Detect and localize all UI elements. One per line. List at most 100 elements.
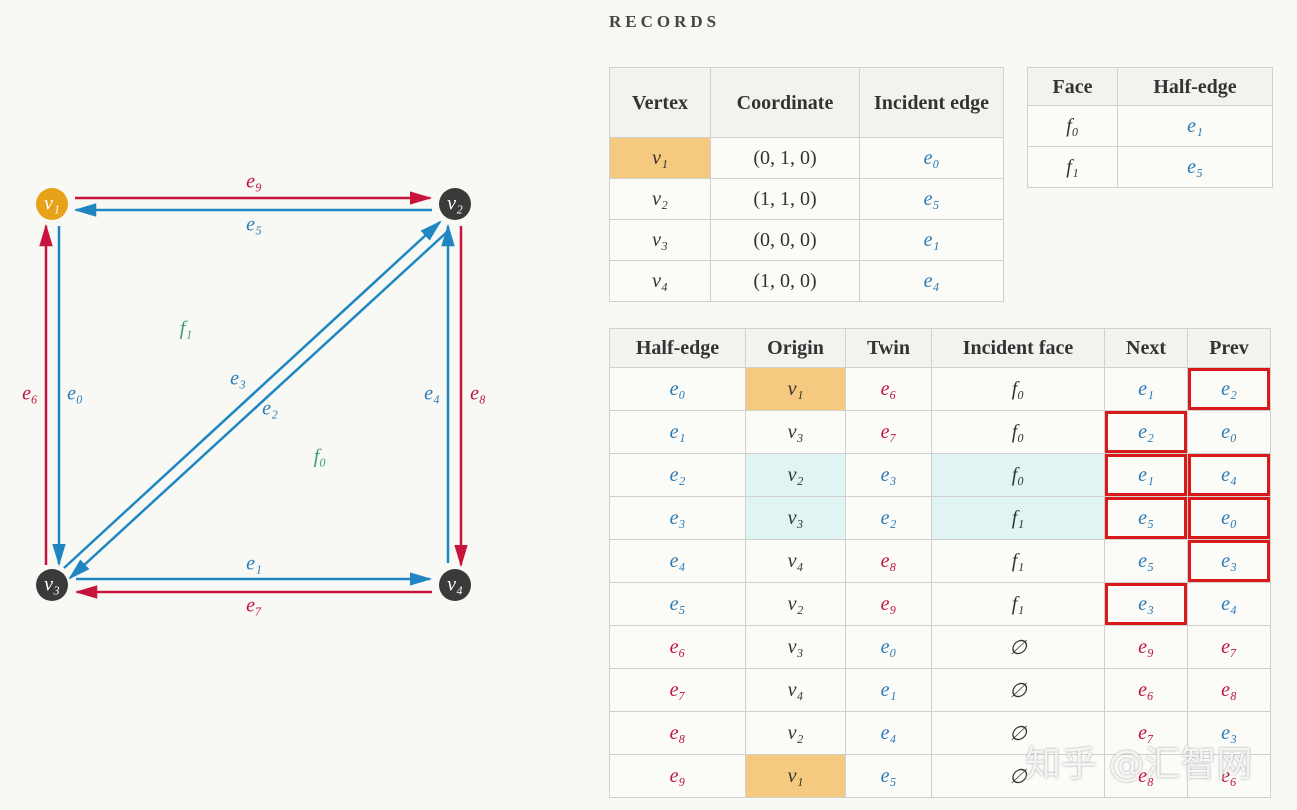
cell: (1, 0, 0) [710, 260, 860, 302]
edge-label: e₇ [246, 595, 262, 617]
cell: e₃ [1187, 711, 1271, 755]
vertex-table: Vertex Coordinate Incident edge v₁ (0, 1, 0)… [609, 67, 1004, 302]
vertex [36, 569, 68, 601]
header-cell: Next [1104, 328, 1188, 368]
cell: e₆ [1187, 754, 1271, 798]
cell: e₅ [1104, 539, 1188, 583]
header-cell: Origin [745, 328, 846, 368]
face-table: Face Half-edge f₀ e₁ f₁ e₅ [1027, 67, 1273, 188]
cell: v₃ [745, 496, 846, 540]
cell: e₈ [845, 539, 932, 583]
cell: e₆ [1104, 668, 1188, 712]
cell: e₄ [845, 711, 932, 755]
cell: v₃ [745, 410, 846, 454]
edge-label: e₂ [262, 398, 278, 420]
edge-label: e₆ [22, 383, 38, 405]
cell: e₂ [1104, 410, 1188, 454]
cell: e₃ [1187, 539, 1271, 583]
cell: e₃ [609, 496, 746, 540]
cell: e₁ [609, 410, 746, 454]
cell: e₆ [845, 367, 932, 411]
cell: e₀ [609, 367, 746, 411]
cell: v₂ [745, 453, 846, 497]
cell: v₁ [609, 137, 711, 179]
cell: e₁ [1104, 453, 1188, 497]
cell: f₀ [931, 410, 1105, 454]
cell: e₇ [1187, 625, 1271, 669]
records-title: RECORDS [609, 12, 721, 31]
cell: v₄ [745, 668, 846, 712]
cell: ∅ [931, 668, 1105, 712]
cell: e₈ [1187, 668, 1271, 712]
cell: e₀ [1187, 410, 1271, 454]
header-cell: Vertex [609, 67, 711, 138]
cell: e₉ [845, 582, 932, 626]
cell: (0, 1, 0) [710, 137, 860, 179]
cell: e₅ [859, 178, 1004, 220]
edge-label: e₈ [470, 383, 486, 405]
cell: e₄ [609, 539, 746, 583]
cell: f₁ [931, 496, 1105, 540]
cell: e₅ [1104, 496, 1188, 540]
vertex [36, 188, 68, 220]
cell: e₁ [845, 668, 932, 712]
cell: e₉ [609, 754, 746, 798]
header-cell: Incident edge [859, 67, 1004, 138]
cell: e₇ [609, 668, 746, 712]
cell: e₆ [609, 625, 746, 669]
cell: e₇ [845, 410, 932, 454]
cell: e₁ [859, 219, 1004, 261]
cell: e₅ [609, 582, 746, 626]
vertex [439, 188, 471, 220]
cell: f₀ [931, 367, 1105, 411]
cell: e₄ [859, 260, 1004, 302]
edge-label: e₃ [230, 368, 246, 390]
cell: v₄ [745, 539, 846, 583]
cell: e₄ [1187, 453, 1271, 497]
cell: e₁ [1104, 367, 1188, 411]
cell: e₀ [845, 625, 932, 669]
cell: e₃ [1104, 582, 1188, 626]
header-cell: Half-edge [609, 328, 746, 368]
header-cell: Half-edge [1117, 67, 1273, 106]
header-cell: Coordinate [710, 67, 860, 138]
cell: e₂ [609, 453, 746, 497]
cell: ∅ [931, 754, 1105, 798]
face-label: f₀ [314, 446, 327, 468]
cell: f₁ [931, 539, 1105, 583]
header-cell: Face [1027, 67, 1118, 106]
cell: e₅ [845, 754, 932, 798]
edge-label: e₀ [67, 383, 83, 405]
cell: v₁ [745, 367, 846, 411]
edge-label: e₁ [246, 553, 262, 575]
cell: e₂ [845, 496, 932, 540]
cell: v₂ [745, 582, 846, 626]
cell: e₉ [1104, 625, 1188, 669]
cell: v₄ [609, 260, 711, 302]
cell: f₀ [931, 453, 1105, 497]
header-cell: Twin [845, 328, 932, 368]
cell: v₁ [745, 754, 846, 798]
cell: e₄ [1187, 582, 1271, 626]
cell: e₈ [1104, 754, 1188, 798]
header-cell: Prev [1187, 328, 1271, 368]
cell: v₂ [745, 711, 846, 755]
vertex-label: v₄ [447, 574, 463, 596]
cell: e₁ [1117, 105, 1273, 147]
header-cell: Incident face [931, 328, 1105, 368]
cell: e₃ [845, 453, 932, 497]
cell: e₈ [609, 711, 746, 755]
cell: e₇ [1104, 711, 1188, 755]
cell: ∅ [931, 711, 1105, 755]
cell: f₁ [931, 582, 1105, 626]
cell: v₂ [609, 178, 711, 220]
face-label: f₁ [180, 318, 193, 340]
watermark: 知乎 @汇智网 [1025, 744, 1253, 785]
vertex-label: v₃ [44, 574, 60, 596]
cell: (0, 0, 0) [710, 219, 860, 261]
edge [68, 231, 448, 580]
edge-label: e₅ [246, 214, 262, 236]
cell: e₀ [1187, 496, 1271, 540]
edge-label: e₉ [246, 171, 262, 193]
cell: (1, 1, 0) [710, 178, 860, 220]
